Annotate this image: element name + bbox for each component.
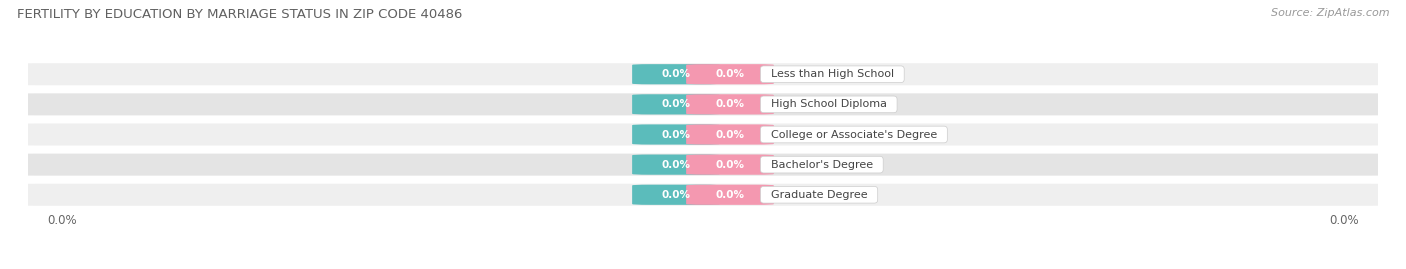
FancyBboxPatch shape: [8, 183, 1398, 207]
FancyBboxPatch shape: [8, 122, 1398, 147]
Text: Graduate Degree: Graduate Degree: [763, 190, 875, 200]
FancyBboxPatch shape: [686, 64, 773, 84]
Text: 0.0%: 0.0%: [661, 99, 690, 109]
FancyBboxPatch shape: [686, 124, 773, 145]
FancyBboxPatch shape: [8, 62, 1398, 86]
FancyBboxPatch shape: [686, 154, 773, 175]
Text: 0.0%: 0.0%: [661, 129, 690, 140]
FancyBboxPatch shape: [8, 92, 1398, 116]
Text: 0.0%: 0.0%: [716, 99, 745, 109]
FancyBboxPatch shape: [686, 185, 773, 205]
Text: 0.0%: 0.0%: [716, 69, 745, 79]
Text: 0.0%: 0.0%: [716, 190, 745, 200]
FancyBboxPatch shape: [633, 185, 720, 205]
Text: College or Associate's Degree: College or Associate's Degree: [763, 129, 943, 140]
Text: Source: ZipAtlas.com: Source: ZipAtlas.com: [1271, 8, 1389, 18]
FancyBboxPatch shape: [633, 94, 720, 115]
FancyBboxPatch shape: [633, 154, 720, 175]
Text: Bachelor's Degree: Bachelor's Degree: [763, 160, 880, 170]
Text: FERTILITY BY EDUCATION BY MARRIAGE STATUS IN ZIP CODE 40486: FERTILITY BY EDUCATION BY MARRIAGE STATU…: [17, 8, 463, 21]
FancyBboxPatch shape: [633, 64, 720, 84]
Text: High School Diploma: High School Diploma: [763, 99, 894, 109]
Text: 0.0%: 0.0%: [716, 160, 745, 170]
FancyBboxPatch shape: [8, 153, 1398, 177]
Text: 0.0%: 0.0%: [716, 129, 745, 140]
Text: 0.0%: 0.0%: [661, 160, 690, 170]
Text: 0.0%: 0.0%: [661, 69, 690, 79]
Text: Less than High School: Less than High School: [763, 69, 901, 79]
Text: 0.0%: 0.0%: [661, 190, 690, 200]
FancyBboxPatch shape: [633, 124, 720, 145]
FancyBboxPatch shape: [686, 94, 773, 115]
